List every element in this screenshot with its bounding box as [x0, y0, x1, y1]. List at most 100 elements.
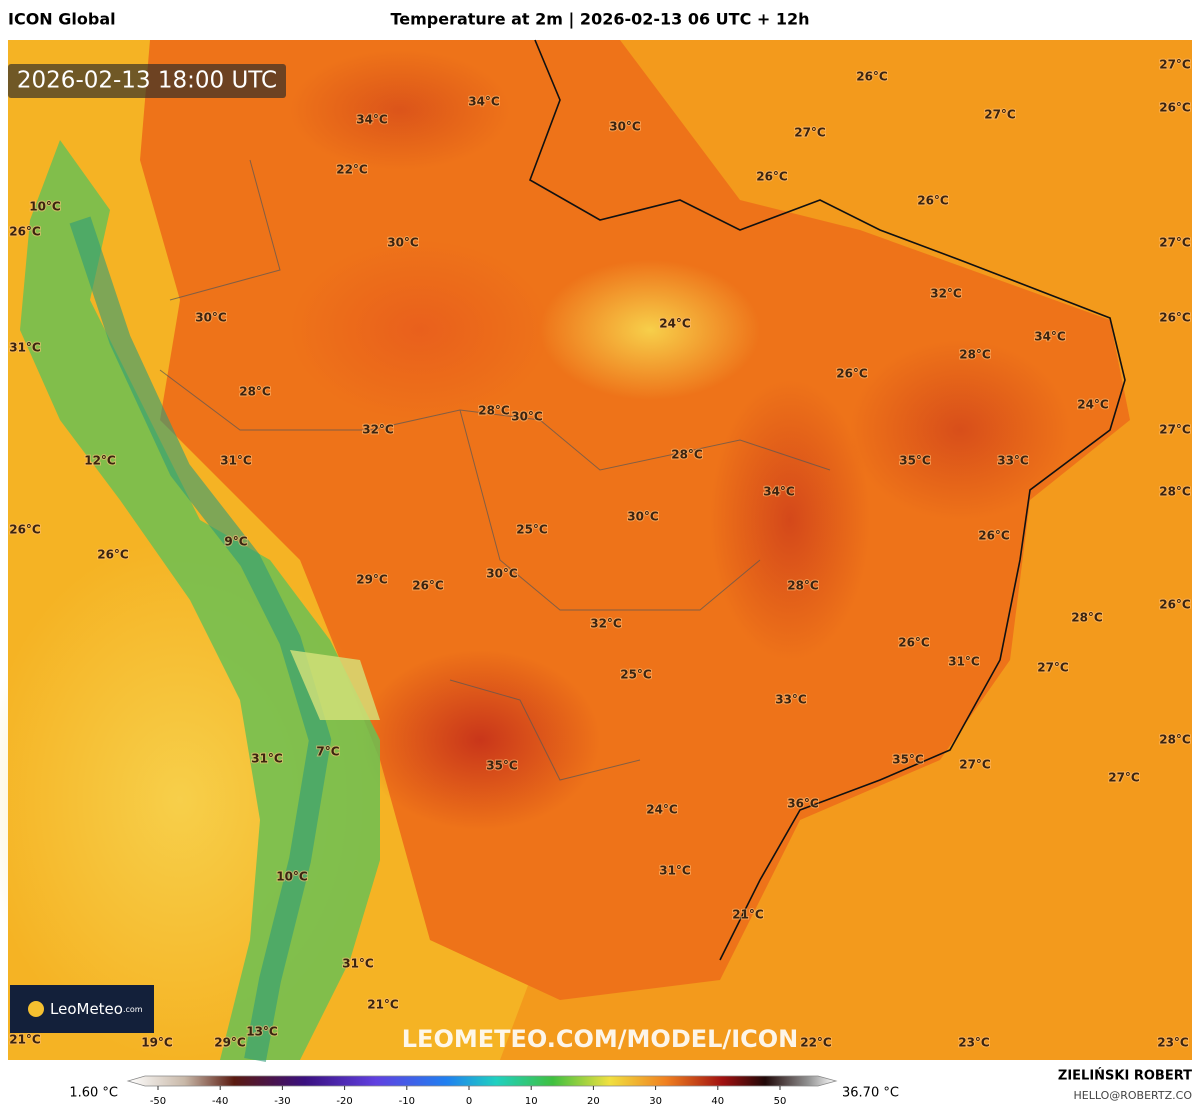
temperature-label: 27°C [1159, 236, 1191, 250]
temperature-label: 31°C [659, 864, 691, 878]
temperature-label: 26°C [412, 579, 444, 593]
temperature-label: 23°C [958, 1036, 990, 1050]
temperature-label: 28°C [478, 404, 510, 418]
legend-tick-label: -10 [399, 1096, 415, 1107]
temperature-label: 33°C [997, 454, 1029, 468]
legend-tick-label: -50 [150, 1096, 166, 1107]
temperature-label: 34°C [468, 95, 500, 109]
temperature-label: 10°C [276, 870, 308, 884]
temperature-label: 32°C [930, 287, 962, 301]
temperature-label: 26°C [9, 523, 41, 537]
map-title: Temperature at 2m | 2026-02-13 06 UTC + … [390, 10, 809, 30]
temperature-label: 24°C [659, 317, 691, 331]
temperature-label: 29°C [214, 1036, 246, 1050]
temperature-label: 23°C [1157, 1036, 1189, 1050]
logo-text: LeoMeteo.com [50, 1000, 143, 1018]
temperature-label: 34°C [763, 485, 795, 499]
temperature-label: 27°C [1159, 58, 1191, 72]
legend-tick-label: 10 [525, 1096, 538, 1107]
temperature-label: 34°C [356, 113, 388, 127]
temperature-label: 30°C [195, 311, 227, 325]
model-name: ICON Global [8, 10, 116, 29]
header: ICON Global Temperature at 2m | 2026-02-… [8, 10, 810, 30]
temperature-label: 34°C [1034, 330, 1066, 344]
legend-tick-label: 20 [587, 1096, 600, 1107]
temperature-label: 31°C [948, 655, 980, 669]
legend-tick-label: 40 [711, 1096, 724, 1107]
legend-max: 36.70 °C [842, 1086, 899, 1101]
temperature-label: 21°C [367, 998, 399, 1012]
temperature-label: 31°C [220, 454, 252, 468]
temperature-label: 26°C [9, 225, 41, 239]
temperature-label: 9°C [224, 535, 247, 549]
temperature-label: 27°C [1108, 771, 1140, 785]
temperature-label: 27°C [984, 108, 1016, 122]
temperature-label: 31°C [342, 957, 374, 971]
logo-name: LeoMeteo [50, 1000, 123, 1018]
temperature-label: 21°C [9, 1033, 41, 1047]
temperature-label: 30°C [627, 510, 659, 524]
logo-sun [28, 1001, 44, 1017]
legend-min: 1.60 °C [69, 1086, 118, 1101]
map-background [0, 39, 1192, 1063]
temperature-label: 26°C [898, 636, 930, 650]
temperature-label: 13°C [246, 1025, 278, 1039]
temperature-label: 33°C [775, 693, 807, 707]
temperature-label: 10°C [29, 200, 61, 214]
temperature-label: 30°C [486, 567, 518, 581]
temperature-label: 24°C [1077, 398, 1109, 412]
temperature-label: 28°C [239, 385, 271, 399]
temperature-label: 25°C [516, 523, 548, 537]
temperature-label: 12°C [84, 454, 116, 468]
temperature-label: 26°C [756, 170, 788, 184]
temperature-label: 28°C [1159, 733, 1191, 747]
temperature-label: 22°C [800, 1036, 832, 1050]
temperature-label: 27°C [1159, 423, 1191, 437]
temperature-label: 35°C [486, 759, 518, 773]
temperature-label: 35°C [892, 753, 924, 767]
timestamp: 2026-02-13 18:00 UTC [17, 68, 277, 94]
temperature-label: 7°C [316, 745, 339, 759]
temperature-labels: 26°C 27°C 26°C 34°C 34°C 30°C 27°C 27°C 22°C 26°C… [8, 57, 1192, 1051]
legend-tick-label: 50 [774, 1096, 787, 1107]
temperature-label: 24°C [646, 803, 678, 817]
legend-ticks: -50 -40 -30 -20 -10 0 10 20 30 40 50 [150, 1086, 787, 1107]
legend-tick-label: -40 [212, 1096, 228, 1107]
temperature-label: 28°C [1071, 611, 1103, 625]
temperature-label: 35°C [899, 454, 931, 468]
temperature-label: 21°C [732, 908, 764, 922]
temperature-label: 28°C [1159, 485, 1191, 499]
temperature-label: 26°C [856, 70, 888, 84]
temperature-label: 26°C [1159, 311, 1191, 325]
temperature-label: 30°C [511, 410, 543, 424]
timestamp-box [8, 64, 286, 98]
legend-tick-label: 0 [466, 1096, 472, 1107]
temperature-label: 26°C [1159, 598, 1191, 612]
temperature-label: 26°C [978, 529, 1010, 543]
temperature-label: 29°C [356, 573, 388, 587]
email: HELLO@ROBERTZ.CO [1074, 1089, 1193, 1102]
legend-tick-label: -20 [336, 1096, 352, 1107]
temperature-label: 30°C [387, 236, 419, 250]
temperature-label: 27°C [794, 126, 826, 140]
temperature-label: 28°C [787, 579, 819, 593]
temperature-label: 19°C [141, 1036, 173, 1050]
author: ZIELIŃSKI ROBERT [1058, 1068, 1192, 1084]
color-bar [126, 1075, 838, 1087]
temperature-label: 22°C [336, 163, 368, 177]
temperature-label: 26°C [917, 194, 949, 208]
color-legend: 1.60 °C 36.70 °C -50 -40 -30 -20 -10 0 10 20 30 4… [69, 1075, 899, 1107]
temperature-label: 32°C [362, 423, 394, 437]
temperature-label: 26°C [97, 548, 129, 562]
temperature-label: 27°C [959, 758, 991, 772]
temperature-label: 30°C [609, 120, 641, 134]
temperature-label: 28°C [959, 348, 991, 362]
temperature-label: 36°C [787, 797, 819, 811]
temperature-label: 26°C [1159, 101, 1191, 115]
temperature-label: 31°C [251, 752, 283, 766]
temperature-label: 31°C [9, 341, 41, 355]
temperature-label: 25°C [620, 668, 652, 682]
temperature-label: 27°C [1037, 661, 1069, 675]
